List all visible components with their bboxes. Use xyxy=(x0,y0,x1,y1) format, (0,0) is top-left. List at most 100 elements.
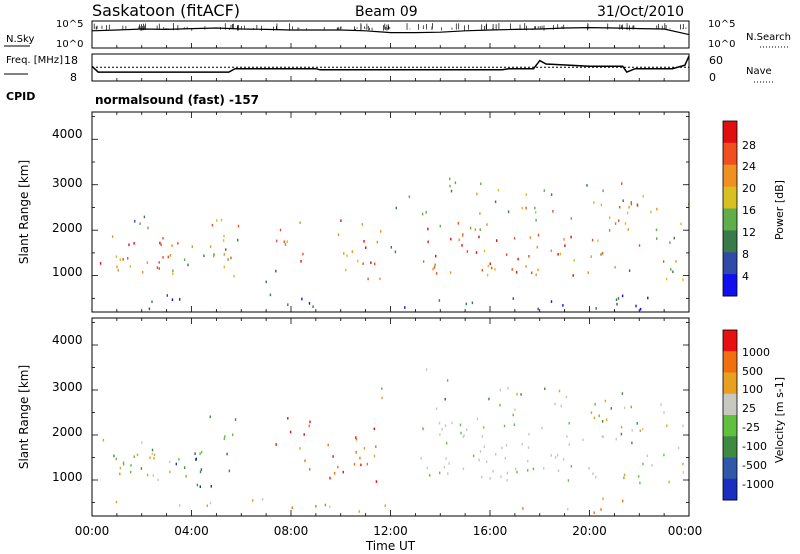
power-colorbar-frame xyxy=(722,120,738,297)
data-cell xyxy=(171,244,173,247)
data-cell xyxy=(602,497,604,501)
data-cell xyxy=(619,205,621,209)
data-cell xyxy=(647,296,649,300)
data-cell xyxy=(666,424,668,428)
data-cell xyxy=(525,265,527,268)
data-cell xyxy=(535,219,537,222)
nave-right-tick-top: 60 xyxy=(709,54,723,67)
power-colorbar-swatch xyxy=(723,274,737,297)
data-cell xyxy=(151,452,153,456)
data-cell xyxy=(230,256,232,260)
data-cell xyxy=(537,233,540,237)
data-cell xyxy=(381,396,383,400)
data-cell xyxy=(593,416,596,420)
data-cell xyxy=(621,294,624,298)
power-ytick-1000: 1000 xyxy=(52,265,83,279)
data-cell xyxy=(469,226,472,230)
data-cell xyxy=(637,475,640,478)
velocity-colorbar-swatch xyxy=(723,372,737,395)
data-cell xyxy=(457,222,460,225)
data-cell xyxy=(447,472,449,475)
data-cell xyxy=(390,246,392,249)
data-cell xyxy=(422,427,424,430)
data-cell xyxy=(381,387,383,390)
data-cell xyxy=(527,459,529,463)
data-cell xyxy=(570,465,573,468)
data-cell xyxy=(677,446,680,450)
data-cell xyxy=(673,236,675,240)
data-cell xyxy=(601,420,604,423)
data-cell xyxy=(515,270,518,274)
data-cell xyxy=(146,473,149,477)
data-cell xyxy=(670,268,672,271)
data-cell xyxy=(515,467,517,471)
data-cell xyxy=(615,437,617,441)
data-cell xyxy=(122,463,125,466)
data-cell xyxy=(343,252,345,255)
data-cell xyxy=(486,273,489,277)
data-cell xyxy=(129,265,131,268)
data-cell xyxy=(459,423,462,427)
data-cell xyxy=(487,264,489,268)
noise-series-line xyxy=(91,26,690,36)
data-cell xyxy=(500,475,502,479)
data-cell xyxy=(450,237,452,241)
data-cell xyxy=(342,470,344,474)
data-cell xyxy=(289,430,292,434)
data-cell xyxy=(620,432,623,436)
data-cell xyxy=(556,453,559,457)
data-cell xyxy=(420,457,422,460)
xtick-1600: 16:00 xyxy=(473,524,508,538)
data-cell xyxy=(466,428,468,431)
data-cell xyxy=(162,237,164,240)
data-cell xyxy=(375,480,378,483)
data-cell xyxy=(602,189,604,193)
data-cell xyxy=(527,469,529,472)
power-colorbar-swatch xyxy=(723,186,737,209)
data-cell xyxy=(195,457,197,461)
data-cell xyxy=(504,457,506,460)
data-cell xyxy=(522,507,524,510)
data-cell xyxy=(333,471,336,475)
data-cell xyxy=(594,403,596,406)
velocity-panel: Slant Range [km] 4000 3000 2000 1000 100… xyxy=(17,317,786,517)
data-cell xyxy=(535,273,537,277)
power-ytick-2000: 2000 xyxy=(52,221,83,235)
data-cell xyxy=(570,217,572,220)
data-cell xyxy=(359,456,361,460)
data-cell xyxy=(476,417,479,421)
data-cell xyxy=(284,243,287,246)
data-cell xyxy=(570,235,572,239)
power-ylabel: Slant Range [km] xyxy=(17,160,31,264)
data-cell xyxy=(286,240,288,243)
data-cell xyxy=(481,268,483,272)
xtick-2000: 20:00 xyxy=(572,524,607,538)
velocity-cbar-tick-1000: 1000 xyxy=(742,346,770,359)
data-cell xyxy=(479,212,481,215)
data-cell xyxy=(532,467,535,471)
data-cell xyxy=(172,272,174,276)
data-cell xyxy=(655,228,658,232)
data-cell xyxy=(169,470,171,474)
data-cell xyxy=(149,456,151,459)
data-cell xyxy=(486,223,488,226)
data-cell xyxy=(122,461,125,465)
data-cell xyxy=(642,462,644,466)
data-cell xyxy=(225,248,227,251)
data-cell xyxy=(588,467,590,470)
data-cell xyxy=(488,397,490,401)
data-cell xyxy=(621,182,623,185)
data-cell xyxy=(427,240,429,244)
data-cell xyxy=(444,397,446,401)
data-cell xyxy=(363,447,366,450)
data-cell xyxy=(329,476,331,480)
data-cell xyxy=(631,441,633,445)
cpid-value: normalsound (fast) -157 xyxy=(95,93,259,107)
data-cell xyxy=(451,421,453,425)
data-cell xyxy=(626,211,629,215)
data-cell xyxy=(563,238,565,241)
data-cell xyxy=(600,203,603,207)
velocity-colorbar-swatch xyxy=(723,351,737,373)
data-cell xyxy=(635,304,637,308)
